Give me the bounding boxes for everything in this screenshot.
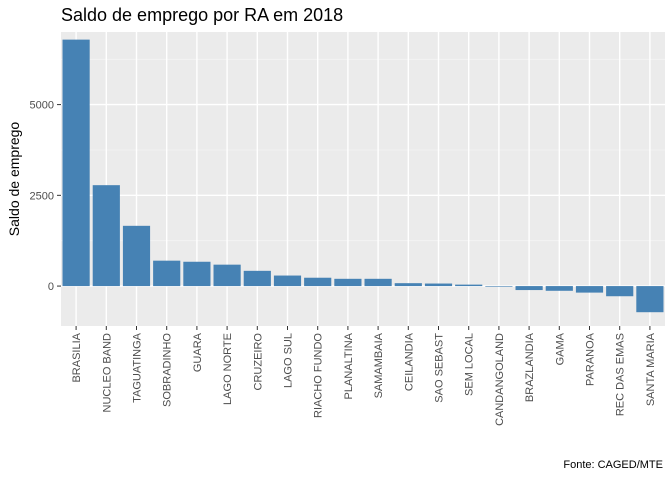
- x-tick-label: SANTA MARIA: [645, 332, 657, 406]
- bar: [334, 278, 362, 287]
- panel-background: [61, 32, 665, 326]
- bar: [273, 275, 302, 287]
- bar: [515, 286, 543, 291]
- x-tick-label: BRAZLANDIA: [524, 332, 536, 402]
- x-tick-label: CRUZEIRO: [252, 333, 264, 391]
- bar: [62, 39, 90, 287]
- x-tick-label: GUARA: [192, 332, 204, 372]
- bar: [485, 286, 513, 287]
- x-tick-label: REC DAS EMAS: [615, 333, 627, 416]
- y-axis-title: Saldo de emprego: [6, 122, 22, 237]
- x-tick-label: SEM LOCAL: [464, 333, 476, 396]
- x-tick-label: CANDANGOLAND: [494, 333, 506, 426]
- bar: [243, 270, 271, 287]
- bar: [92, 185, 120, 287]
- x-tick-label: RIACHO FUNDO: [313, 333, 325, 418]
- y-tick-label: 0: [48, 281, 54, 293]
- x-tick-label: LAGO NORTE: [222, 333, 234, 405]
- x-tick-label: SOBRADINHO: [162, 333, 174, 407]
- bar: [122, 225, 151, 287]
- y-tick-label: 2500: [30, 190, 54, 202]
- bar: [636, 286, 664, 313]
- bar: [364, 278, 392, 287]
- bar: [394, 283, 422, 287]
- bar: [213, 264, 241, 287]
- x-tick-label: LAGO SUL: [283, 333, 295, 388]
- x-tick-label: CEILANDIA: [403, 332, 415, 391]
- bar: [455, 284, 483, 287]
- x-tick-label: PARANOA: [585, 332, 597, 386]
- bar: [545, 286, 573, 291]
- x-tick-label: BRASILIA: [71, 332, 83, 382]
- x-tick-label: TAGUATINGA: [132, 332, 144, 403]
- bar: [304, 277, 332, 287]
- bar: [575, 286, 604, 293]
- x-tick-label: GAMA: [554, 332, 566, 365]
- x-tick-label: NUCLEO BAND: [101, 333, 113, 413]
- chart-caption: Fonte: CAGED/MTE: [563, 459, 663, 471]
- x-tick-label: PLANALTINA: [343, 332, 355, 399]
- bar: [606, 286, 634, 297]
- bar: [424, 283, 453, 287]
- x-tick-label: SAO SEBAST: [434, 333, 446, 403]
- x-tick-label: SAMAMBAIA: [373, 332, 385, 398]
- chart-title: Saldo de emprego por RA em 2018: [61, 5, 344, 25]
- bar: [153, 260, 181, 287]
- y-tick-label: 5000: [30, 100, 54, 112]
- bar: [183, 261, 211, 287]
